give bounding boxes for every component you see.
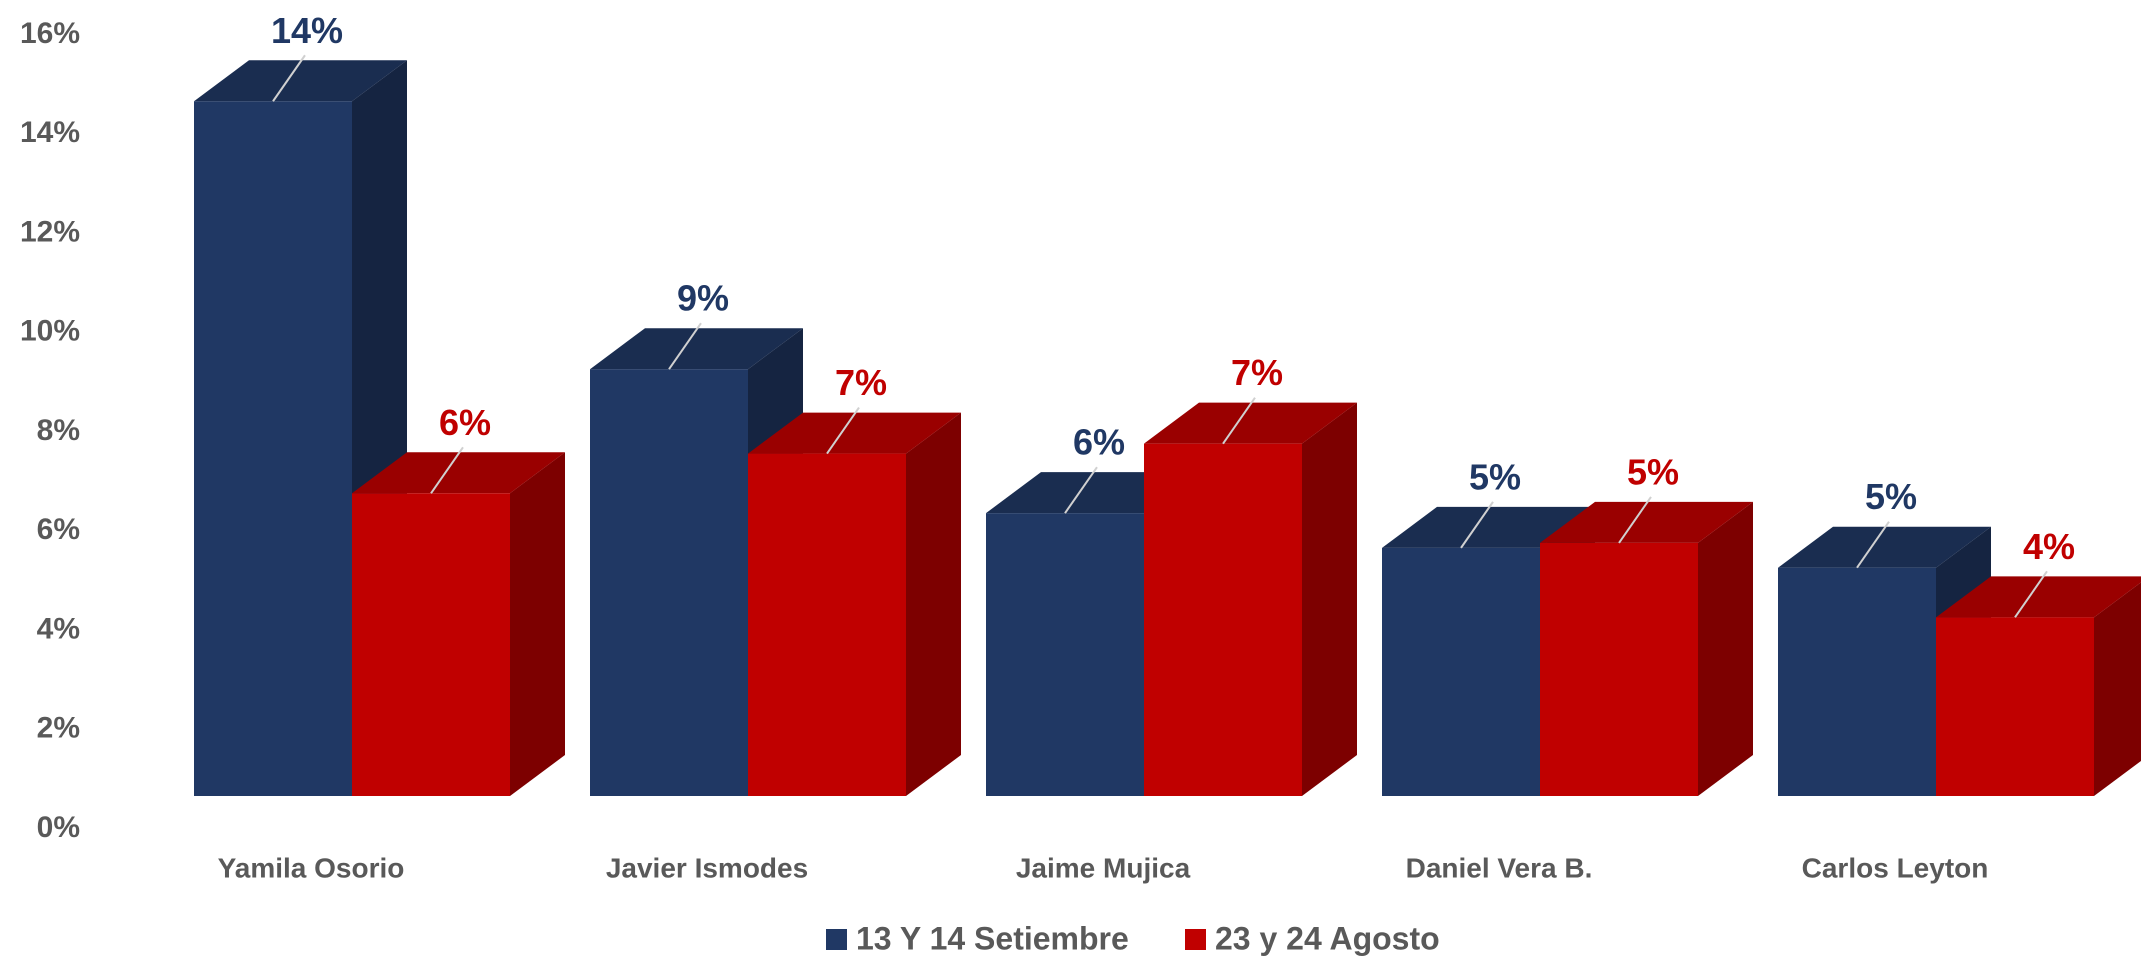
data-label: 5% [1627, 451, 1679, 492]
data-label: 4% [2023, 526, 2075, 567]
bar-top [1144, 402, 1357, 444]
bar-top [1540, 501, 1753, 543]
x-tick-label: Jaime Mujica [1016, 852, 1191, 883]
data-label: 14% [271, 10, 343, 51]
leader-line [272, 54, 306, 102]
data-label: 6% [1073, 422, 1125, 463]
leader-line [430, 446, 464, 494]
y-tick-label: 16% [20, 17, 80, 50]
leader-line [1222, 397, 1256, 445]
data-label: 5% [1865, 476, 1917, 517]
leader-line [1856, 521, 1890, 569]
leader-line [2014, 570, 2048, 618]
data-label: 7% [1231, 352, 1283, 393]
x-tick-label: Javier Ismodes [606, 852, 808, 883]
leader-line [1618, 496, 1652, 544]
bar [986, 513, 1144, 796]
bar-top [194, 60, 407, 102]
bar [1540, 542, 1698, 796]
bar-side [906, 412, 961, 796]
y-tick-label: 2% [37, 712, 80, 745]
leader-line [1460, 501, 1494, 549]
bar-side [2094, 582, 2141, 796]
y-tick-label: 6% [37, 513, 80, 546]
bar-side [1698, 501, 1753, 796]
bar [590, 369, 748, 796]
x-tick-label: Yamila Osorio [218, 852, 405, 883]
bar-top [352, 452, 565, 494]
bar-top [590, 328, 803, 370]
legend-label: 23 y 24 Agosto [1215, 920, 1440, 956]
bar [748, 453, 906, 796]
bar [1382, 547, 1540, 796]
bar [1778, 567, 1936, 796]
y-tick-label: 14% [20, 116, 80, 149]
bar [194, 101, 352, 796]
legend-swatch [1185, 929, 1206, 950]
y-tick-label: 10% [20, 315, 80, 348]
legend-swatch [826, 929, 847, 950]
y-tick-label: 0% [37, 811, 80, 844]
leader-line [826, 407, 860, 455]
y-tick-label: 12% [20, 215, 80, 248]
leader-line [1064, 466, 1098, 514]
bar [1144, 443, 1302, 796]
bar-side [1302, 402, 1357, 796]
bar-top [748, 412, 961, 454]
bar [1936, 617, 2094, 796]
bar [352, 493, 510, 796]
bar-top [1778, 526, 1991, 568]
x-tick-label: Daniel Vera B. [1406, 852, 1593, 883]
data-label: 5% [1469, 456, 1521, 497]
data-label: 7% [835, 362, 887, 403]
y-tick-label: 8% [37, 414, 80, 447]
data-label: 6% [439, 402, 491, 443]
x-tick-label: Carlos Leyton [1802, 852, 1989, 883]
bar-top [1936, 576, 2141, 618]
y-tick-label: 4% [37, 612, 80, 645]
bar-top [1382, 506, 1595, 548]
legend-label: 13 Y 14 Setiembre [856, 920, 1129, 956]
leader-line [668, 322, 702, 370]
data-label: 9% [677, 278, 729, 319]
bar-side [510, 452, 565, 796]
